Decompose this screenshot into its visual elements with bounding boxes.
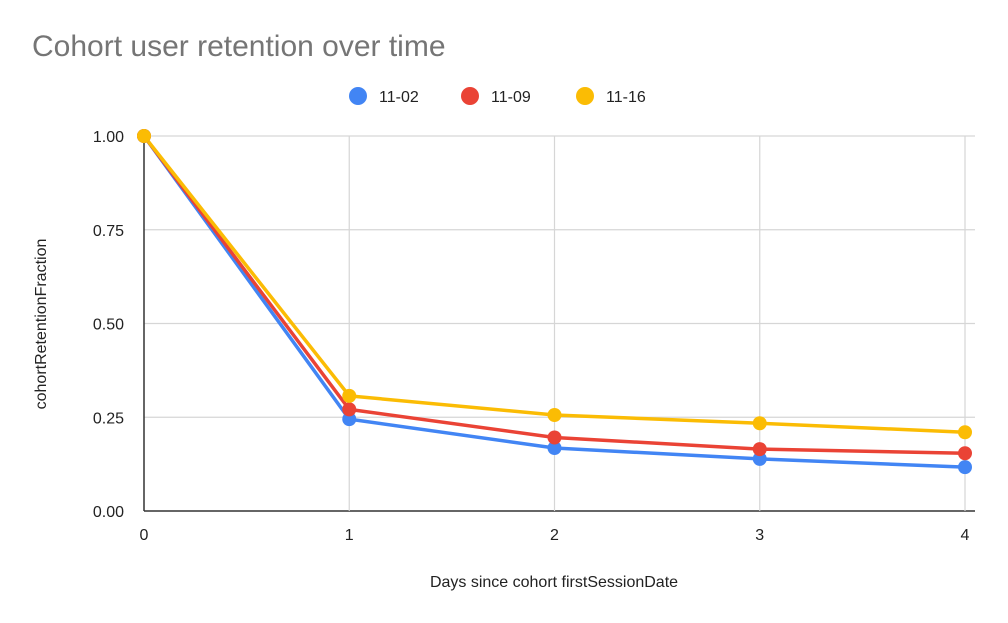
data-point-11-16 [752, 416, 767, 431]
y-tick-label: 1.00 [93, 129, 124, 146]
data-point-11-02 [342, 412, 357, 427]
y-axis-label: cohortRetentionFraction [33, 239, 50, 410]
x-axis-label: Days since cohort firstSessionDate [430, 574, 678, 591]
data-point-11-09 [342, 402, 357, 417]
x-tick-label: 2 [550, 527, 559, 544]
legend-label: 11-09 [491, 89, 531, 106]
y-tick-label: 0.50 [93, 317, 124, 334]
data-point-11-09 [958, 446, 972, 461]
x-tick-label: 3 [755, 527, 764, 544]
chart-title: Cohort user retention over time [32, 30, 446, 63]
y-tick-label: 0.25 [93, 410, 124, 427]
legend-marker [349, 87, 367, 105]
legend-label: 11-16 [606, 89, 646, 106]
legend-marker [461, 87, 479, 105]
data-point-11-09 [752, 442, 767, 457]
data-point-11-16 [547, 408, 562, 422]
data-point-11-02 [547, 441, 562, 455]
legend-marker [576, 87, 594, 105]
data-point-11-09 [547, 430, 562, 445]
x-tick-label: 1 [345, 527, 354, 544]
data-point-11-16 [958, 425, 972, 440]
data-point-11-16 [342, 388, 357, 403]
y-tick-label: 0.75 [93, 223, 124, 240]
x-tick-label: 4 [961, 527, 970, 544]
data-point-11-02 [958, 460, 972, 475]
x-tick-label: 0 [140, 527, 149, 544]
data-point-11-02 [752, 451, 767, 466]
data-point-11-16 [137, 129, 151, 143]
legend-label: 11-02 [379, 89, 419, 106]
y-tick-label: 0.00 [93, 504, 124, 521]
